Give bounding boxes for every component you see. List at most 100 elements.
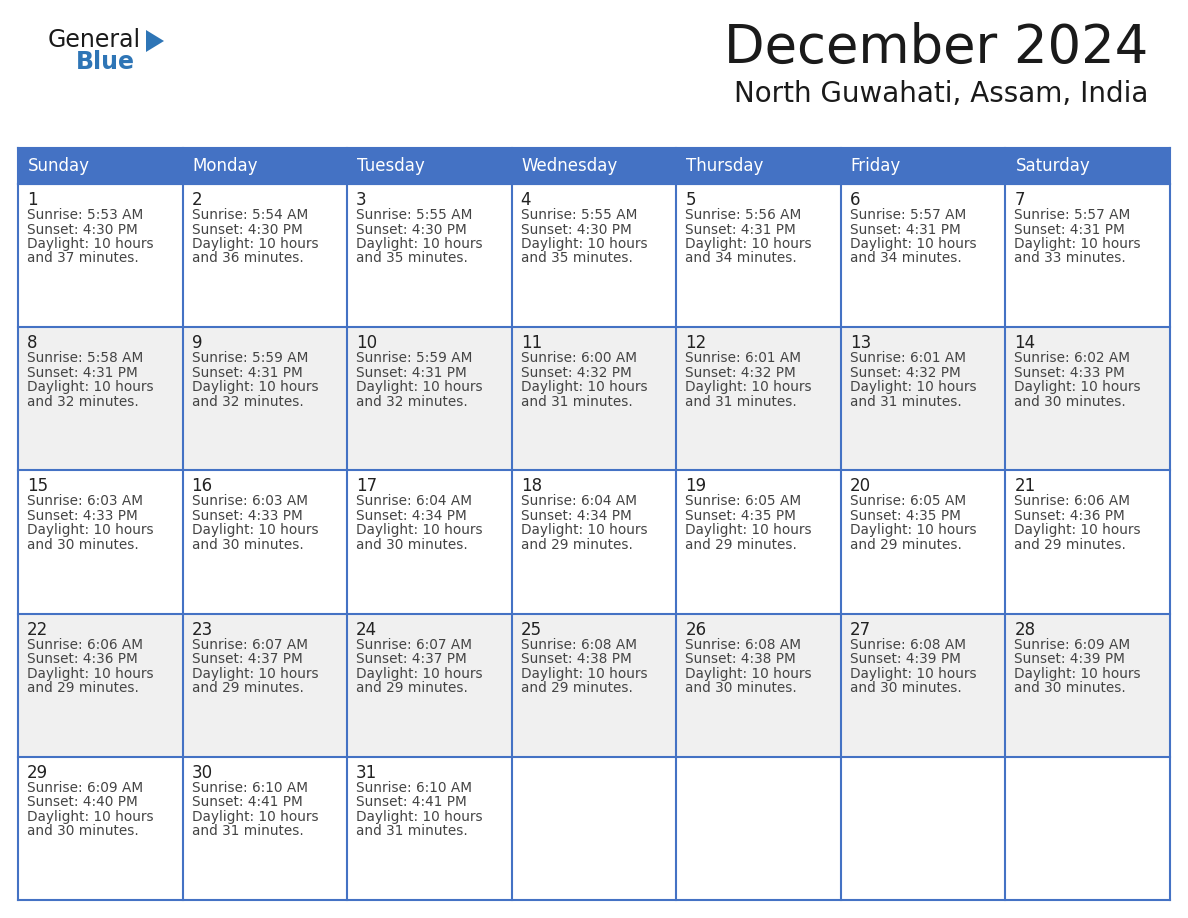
Text: Daylight: 10 hours: Daylight: 10 hours — [191, 666, 318, 680]
Text: 27: 27 — [849, 621, 871, 639]
Text: Sunset: 4:32 PM: Sunset: 4:32 PM — [849, 365, 961, 380]
Text: and 31 minutes.: and 31 minutes. — [520, 395, 632, 409]
Bar — [18, 756, 1170, 900]
Text: Daylight: 10 hours: Daylight: 10 hours — [356, 810, 482, 823]
Text: Sunrise: 6:04 AM: Sunrise: 6:04 AM — [356, 495, 472, 509]
Text: Sunset: 4:35 PM: Sunset: 4:35 PM — [685, 509, 796, 523]
Text: Daylight: 10 hours: Daylight: 10 hours — [849, 666, 977, 680]
Bar — [18, 148, 1170, 184]
Text: Friday: Friday — [851, 157, 902, 175]
Text: Sunrise: 6:09 AM: Sunrise: 6:09 AM — [27, 781, 143, 795]
Text: Sunset: 4:34 PM: Sunset: 4:34 PM — [520, 509, 632, 523]
Text: Sunset: 4:30 PM: Sunset: 4:30 PM — [27, 222, 138, 237]
Text: 8: 8 — [27, 334, 38, 353]
Text: 21: 21 — [1015, 477, 1036, 496]
Text: Daylight: 10 hours: Daylight: 10 hours — [1015, 380, 1140, 394]
Polygon shape — [146, 30, 164, 52]
Text: 31: 31 — [356, 764, 378, 782]
Text: Sunset: 4:30 PM: Sunset: 4:30 PM — [520, 222, 632, 237]
Text: Sunrise: 5:54 AM: Sunrise: 5:54 AM — [191, 208, 308, 222]
Text: Sunset: 4:36 PM: Sunset: 4:36 PM — [1015, 509, 1125, 523]
Text: Sunrise: 6:08 AM: Sunrise: 6:08 AM — [520, 638, 637, 652]
Text: Daylight: 10 hours: Daylight: 10 hours — [356, 380, 482, 394]
Text: Sunrise: 5:53 AM: Sunrise: 5:53 AM — [27, 208, 144, 222]
Text: Sunset: 4:38 PM: Sunset: 4:38 PM — [685, 652, 796, 666]
Text: Sunset: 4:41 PM: Sunset: 4:41 PM — [191, 795, 302, 810]
Text: Daylight: 10 hours: Daylight: 10 hours — [520, 666, 647, 680]
Bar — [18, 184, 1170, 327]
Text: Sunrise: 5:55 AM: Sunrise: 5:55 AM — [520, 208, 637, 222]
Text: 14: 14 — [1015, 334, 1036, 353]
Text: Sunset: 4:30 PM: Sunset: 4:30 PM — [191, 222, 302, 237]
Text: Sunrise: 6:10 AM: Sunrise: 6:10 AM — [356, 781, 472, 795]
Text: Daylight: 10 hours: Daylight: 10 hours — [356, 523, 482, 537]
Text: and 31 minutes.: and 31 minutes. — [685, 395, 797, 409]
Text: Sunset: 4:34 PM: Sunset: 4:34 PM — [356, 509, 467, 523]
Text: 30: 30 — [191, 764, 213, 782]
Text: 3: 3 — [356, 191, 367, 209]
Text: Sunset: 4:36 PM: Sunset: 4:36 PM — [27, 652, 138, 666]
Text: 12: 12 — [685, 334, 707, 353]
Text: and 31 minutes.: and 31 minutes. — [849, 395, 961, 409]
Text: Sunrise: 6:10 AM: Sunrise: 6:10 AM — [191, 781, 308, 795]
Text: Sunset: 4:32 PM: Sunset: 4:32 PM — [520, 365, 632, 380]
Text: and 29 minutes.: and 29 minutes. — [520, 538, 632, 552]
Text: Sunrise: 6:01 AM: Sunrise: 6:01 AM — [849, 352, 966, 365]
Text: Sunset: 4:31 PM: Sunset: 4:31 PM — [356, 365, 467, 380]
Text: 1: 1 — [27, 191, 38, 209]
Text: and 34 minutes.: and 34 minutes. — [849, 252, 961, 265]
Text: and 30 minutes.: and 30 minutes. — [1015, 395, 1126, 409]
Text: Tuesday: Tuesday — [358, 157, 425, 175]
Text: 5: 5 — [685, 191, 696, 209]
Text: Sunset: 4:37 PM: Sunset: 4:37 PM — [191, 652, 302, 666]
Text: Sunset: 4:41 PM: Sunset: 4:41 PM — [356, 795, 467, 810]
Text: North Guwahati, Assam, India: North Guwahati, Assam, India — [734, 80, 1148, 108]
Text: Sunrise: 6:08 AM: Sunrise: 6:08 AM — [685, 638, 801, 652]
Text: Sunrise: 6:04 AM: Sunrise: 6:04 AM — [520, 495, 637, 509]
Text: Daylight: 10 hours: Daylight: 10 hours — [191, 810, 318, 823]
Text: and 32 minutes.: and 32 minutes. — [27, 395, 139, 409]
Text: Sunrise: 5:55 AM: Sunrise: 5:55 AM — [356, 208, 473, 222]
Text: Sunrise: 6:07 AM: Sunrise: 6:07 AM — [356, 638, 472, 652]
Text: Daylight: 10 hours: Daylight: 10 hours — [356, 666, 482, 680]
Text: December 2024: December 2024 — [723, 22, 1148, 74]
Text: and 34 minutes.: and 34 minutes. — [685, 252, 797, 265]
Text: and 29 minutes.: and 29 minutes. — [1015, 538, 1126, 552]
Text: 17: 17 — [356, 477, 378, 496]
Text: 10: 10 — [356, 334, 378, 353]
Text: 6: 6 — [849, 191, 860, 209]
Text: Saturday: Saturday — [1016, 157, 1091, 175]
Text: 16: 16 — [191, 477, 213, 496]
Text: Sunrise: 6:09 AM: Sunrise: 6:09 AM — [1015, 638, 1131, 652]
Text: 19: 19 — [685, 477, 707, 496]
Text: Daylight: 10 hours: Daylight: 10 hours — [191, 380, 318, 394]
Text: 28: 28 — [1015, 621, 1036, 639]
Text: 18: 18 — [520, 477, 542, 496]
Text: and 30 minutes.: and 30 minutes. — [191, 538, 303, 552]
Text: Sunset: 4:31 PM: Sunset: 4:31 PM — [1015, 222, 1125, 237]
Text: Daylight: 10 hours: Daylight: 10 hours — [520, 380, 647, 394]
Text: Sunset: 4:33 PM: Sunset: 4:33 PM — [1015, 365, 1125, 380]
Text: Daylight: 10 hours: Daylight: 10 hours — [685, 523, 811, 537]
Text: and 31 minutes.: and 31 minutes. — [191, 824, 303, 838]
Text: Daylight: 10 hours: Daylight: 10 hours — [27, 810, 153, 823]
Text: Daylight: 10 hours: Daylight: 10 hours — [191, 237, 318, 251]
Text: Wednesday: Wednesday — [522, 157, 618, 175]
Text: Daylight: 10 hours: Daylight: 10 hours — [849, 380, 977, 394]
Text: Sunrise: 5:56 AM: Sunrise: 5:56 AM — [685, 208, 802, 222]
Text: 13: 13 — [849, 334, 871, 353]
Text: 7: 7 — [1015, 191, 1025, 209]
Text: Daylight: 10 hours: Daylight: 10 hours — [685, 380, 811, 394]
Text: Daylight: 10 hours: Daylight: 10 hours — [685, 666, 811, 680]
Text: and 29 minutes.: and 29 minutes. — [27, 681, 139, 695]
Text: 26: 26 — [685, 621, 707, 639]
Text: 24: 24 — [356, 621, 378, 639]
Text: Sunset: 4:35 PM: Sunset: 4:35 PM — [849, 509, 961, 523]
Text: Sunset: 4:37 PM: Sunset: 4:37 PM — [356, 652, 467, 666]
Text: Sunset: 4:32 PM: Sunset: 4:32 PM — [685, 365, 796, 380]
Text: Daylight: 10 hours: Daylight: 10 hours — [520, 237, 647, 251]
Text: Sunset: 4:38 PM: Sunset: 4:38 PM — [520, 652, 632, 666]
Text: 23: 23 — [191, 621, 213, 639]
Text: Thursday: Thursday — [687, 157, 764, 175]
Text: Daylight: 10 hours: Daylight: 10 hours — [191, 523, 318, 537]
